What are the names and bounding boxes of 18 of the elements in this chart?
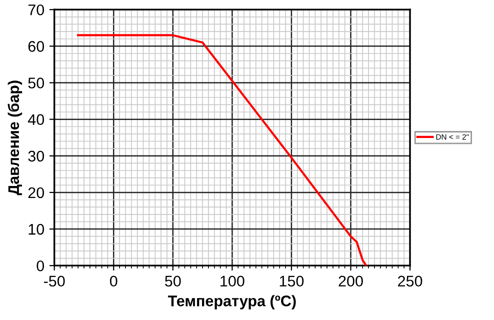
y-axis-title: Давление (бар) — [8, 80, 22, 196]
y-tick-label: 20 — [28, 187, 44, 198]
y-tick-label: 0 — [36, 260, 44, 272]
y-tick-label: 40 — [28, 114, 44, 125]
x-tick-label: 100 — [220, 276, 244, 287]
x-tick-label: -50 — [44, 276, 65, 287]
y-tick-label: 70 — [28, 4, 44, 16]
line-series — [77, 34, 368, 266]
x-tick-label: 0 — [110, 276, 118, 287]
y-tick-label: 50 — [28, 78, 44, 88]
x-axis-title: Температура (ºC) — [168, 295, 296, 310]
y-tick-label: 60 — [28, 41, 44, 52]
y-tick-label: 10 — [28, 224, 44, 235]
x-tick-label: 150 — [280, 276, 304, 287]
x-tick-label: 200 — [338, 276, 363, 287]
y-tick-label: 30 — [28, 150, 44, 162]
x-tick-label: 250 — [398, 276, 422, 287]
x-tick-label: 50 — [165, 276, 181, 287]
